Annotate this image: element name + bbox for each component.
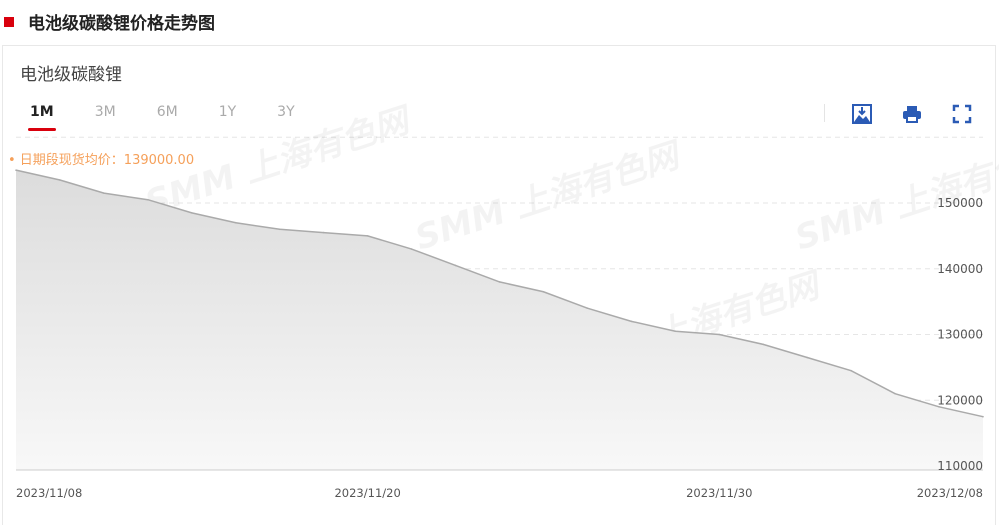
watermark: SMM 上海有色网 — [140, 99, 418, 223]
range-tabs: 1M 3M 6M 1Y 3Y — [28, 104, 336, 131]
tab-1y[interactable]: 1Y — [218, 104, 237, 120]
chart-panel — [2, 45, 996, 525]
print-icon[interactable] — [902, 104, 922, 124]
save-image-icon[interactable] — [852, 104, 872, 124]
y-tick-label: 110000 — [937, 459, 983, 473]
y-tick-label: 140000 — [937, 262, 983, 276]
data-point — [15, 169, 17, 171]
tab-6m[interactable]: 6M — [156, 104, 178, 120]
data-point — [806, 356, 808, 359]
chart-legend: • 日期段现货均价：139000.00 — [8, 153, 195, 168]
data-point — [674, 330, 677, 333]
x-tick-label: 2023/11/08 — [16, 486, 82, 500]
data-point — [278, 228, 281, 231]
y-tick-label: 150000 — [937, 196, 983, 210]
chart-subtitle: 电池级碳酸锂 — [20, 65, 122, 85]
tab-3y[interactable]: 3Y — [277, 104, 295, 120]
section-title: 电池级碳酸锂价格走势图 — [28, 14, 215, 34]
data-point — [498, 281, 501, 283]
red-square-icon — [4, 16, 14, 27]
data-point — [762, 343, 765, 346]
data-point — [982, 415, 984, 418]
data-point — [850, 369, 852, 372]
data-point — [234, 221, 237, 224]
data-point — [147, 198, 149, 201]
data-point — [542, 290, 545, 293]
watermark: SMM 上海有色网 — [410, 134, 688, 258]
x-tick-label: 2023/11/20 — [334, 486, 400, 500]
data-point — [410, 248, 413, 250]
x-tick-label: 2023/11/30 — [686, 486, 752, 500]
data-point — [191, 212, 193, 214]
data-point — [454, 264, 457, 267]
data-point — [103, 192, 105, 194]
section-header: 电池级碳酸锂价格走势图 — [4, 9, 215, 34]
price-area — [16, 170, 983, 470]
data-point — [630, 320, 633, 323]
data-point — [718, 333, 721, 336]
x-tick-label: 2023/12/08 — [917, 486, 983, 500]
tab-1m[interactable]: 1M — [28, 104, 56, 131]
data-point — [894, 392, 896, 395]
y-tick-label: 120000 — [937, 393, 983, 407]
data-point — [938, 406, 940, 408]
y-tick-label: 130000 — [937, 328, 983, 342]
toolbar-divider — [824, 104, 825, 122]
data-point — [366, 235, 369, 237]
fullscreen-icon[interactable] — [952, 104, 972, 124]
data-point — [586, 307, 589, 310]
data-point — [322, 231, 325, 234]
tab-3m[interactable]: 3M — [94, 104, 116, 120]
data-point — [59, 179, 61, 181]
